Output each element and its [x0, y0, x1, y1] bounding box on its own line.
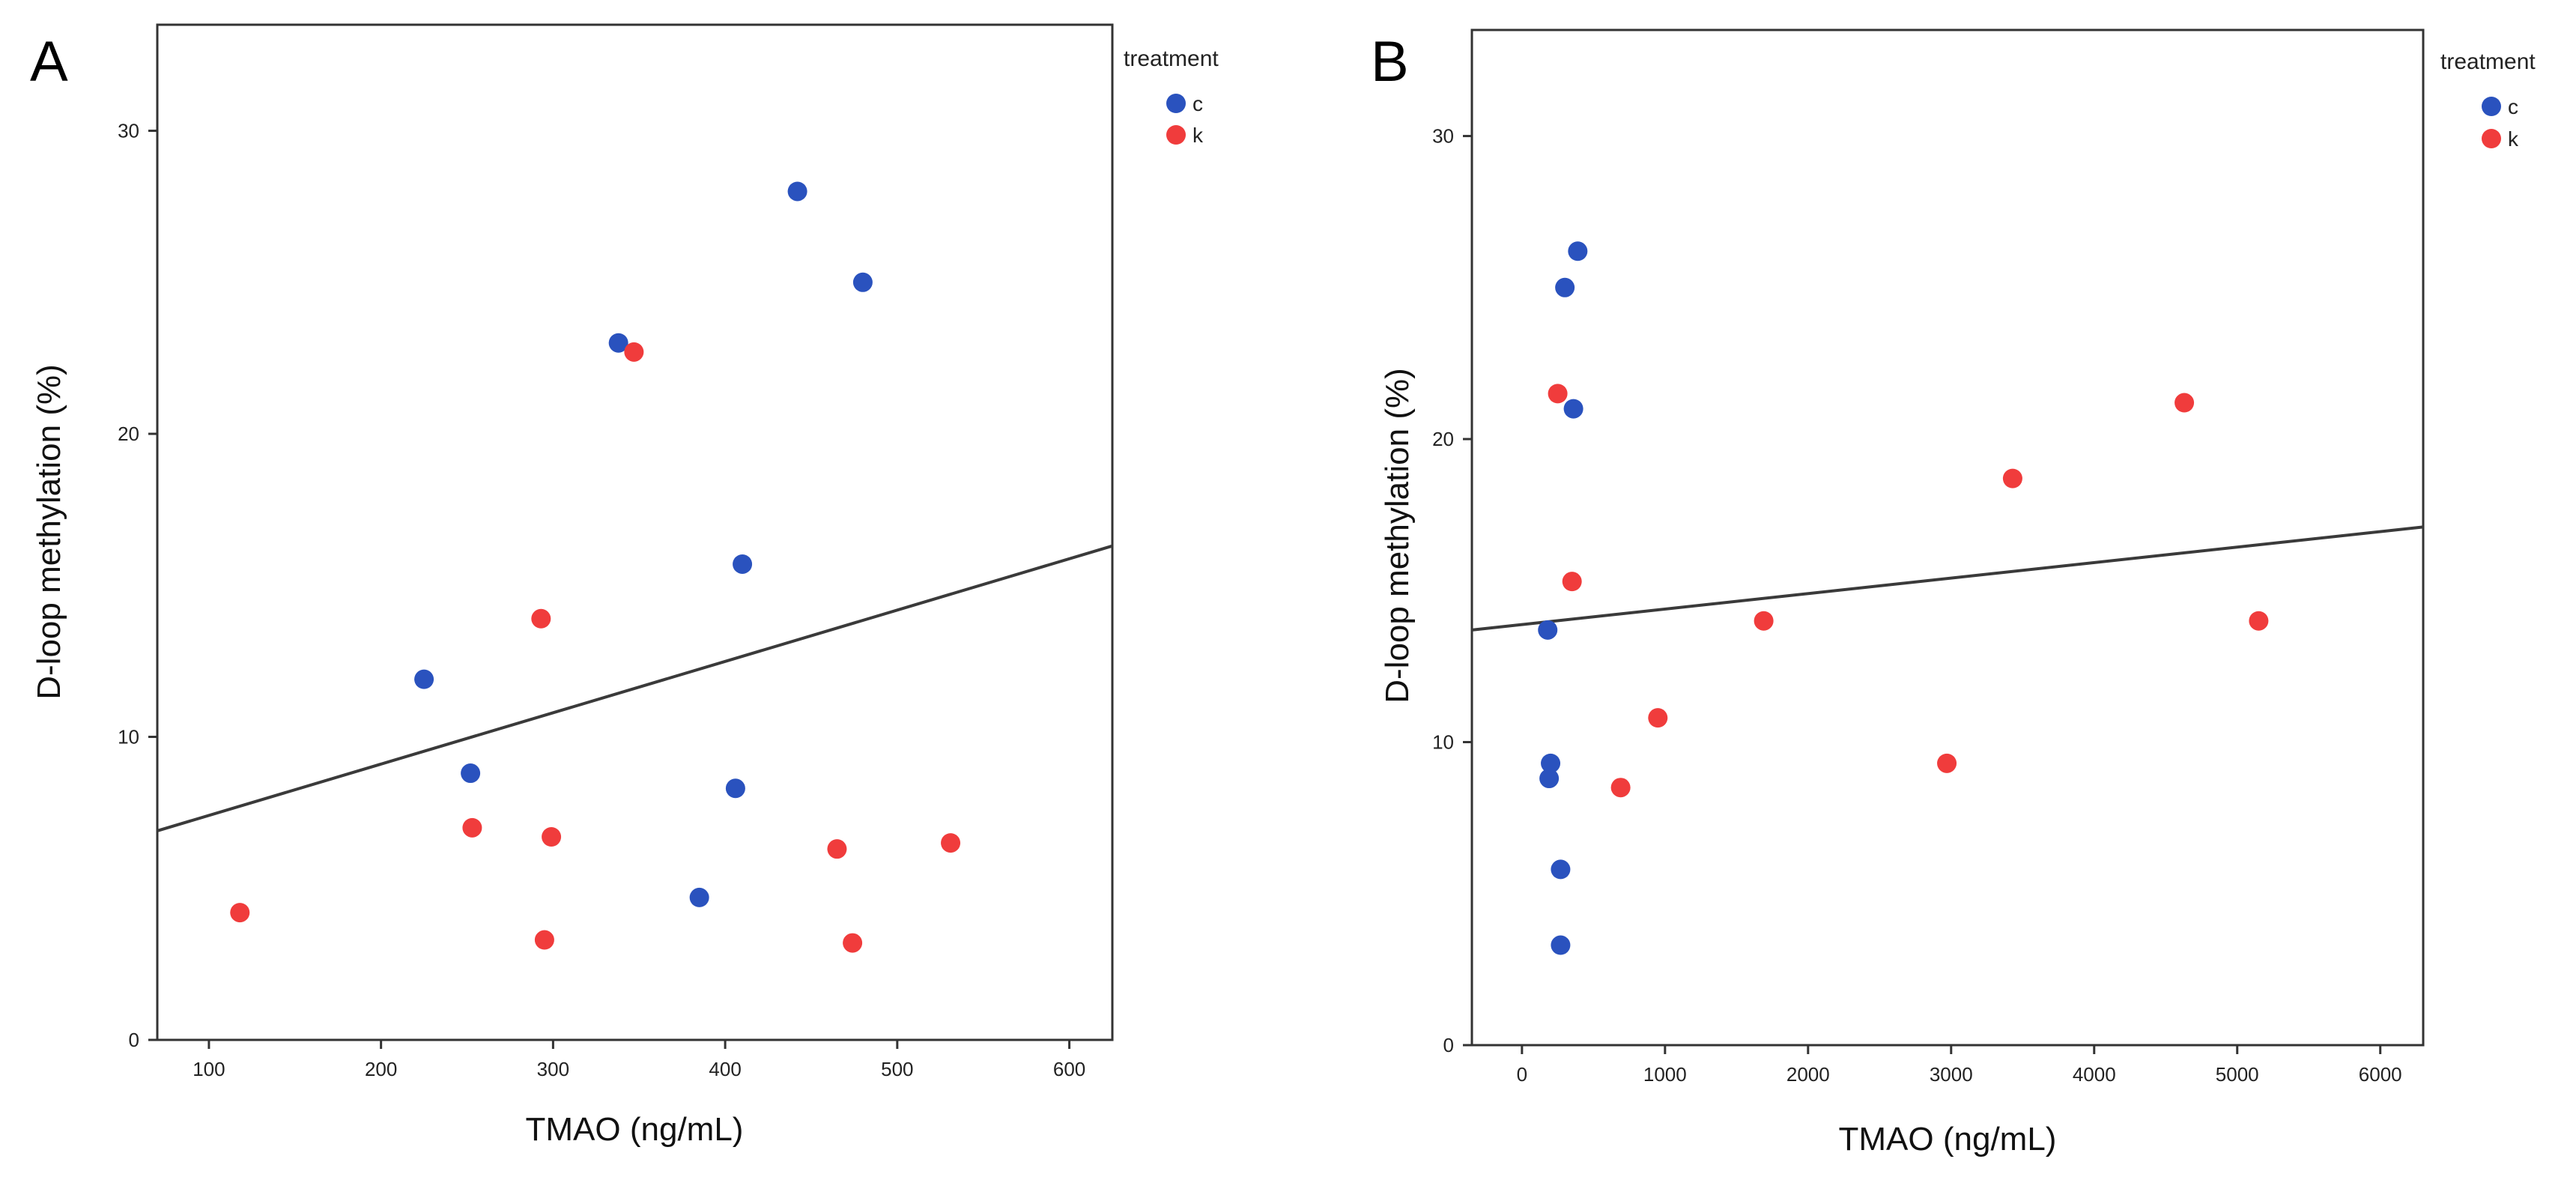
- data-point-c-b: [1568, 241, 1588, 261]
- y-tick-label-a: 30: [118, 120, 139, 142]
- x-tick-label-b: 1000: [1643, 1063, 1687, 1086]
- data-point-c-a: [733, 554, 753, 574]
- legend-title-a: treatment: [1124, 46, 1219, 71]
- axis-ticks-a: 100 200 300 400 500 600 0 10 20 30: [118, 120, 1085, 1080]
- x-axis-label-b: TMAO (ng/mL): [1839, 1121, 2057, 1158]
- data-point-k-a: [531, 608, 551, 629]
- data-points-a: [230, 181, 961, 953]
- x-tick-label-b: 0: [1517, 1063, 1527, 1086]
- data-point-c-a: [608, 333, 628, 353]
- data-point-c-b: [1541, 753, 1561, 773]
- data-point-k-b: [1754, 611, 1774, 631]
- legend-label-k-a: k: [1192, 124, 1204, 147]
- data-point-c-b: [1563, 399, 1584, 419]
- data-point-k-a: [534, 930, 554, 950]
- data-point-c-a: [461, 763, 481, 784]
- legend-a: treatment c k: [1124, 46, 1219, 147]
- data-point-k-a: [542, 827, 562, 847]
- data-point-k-b: [1648, 708, 1668, 728]
- y-tick-label-b: 0: [1443, 1034, 1454, 1056]
- y-tick-label-a: 0: [129, 1029, 139, 1051]
- x-tick-label-b: 4000: [2073, 1063, 2116, 1086]
- panel-a: A 100 200 300 400 500 600 0 10 20 30 TMAO (ng/mL)…: [30, 23, 1219, 1148]
- data-point-k-a: [230, 903, 250, 923]
- data-point-k-b: [1610, 778, 1631, 798]
- y-tick-label-b: 30: [1432, 125, 1454, 148]
- data-point-c-b: [1551, 859, 1571, 880]
- y-axis-label-b: D-loop methylation (%): [1379, 368, 1416, 704]
- panel-letter-a: A: [30, 30, 68, 94]
- y-tick-label-b: 20: [1432, 428, 1454, 450]
- y-tick-label-a: 20: [118, 423, 139, 445]
- x-tick-label-a: 300: [537, 1058, 569, 1080]
- data-point-k-b: [2249, 611, 2269, 631]
- legend-label-c-b: c: [2508, 95, 2518, 118]
- y-axis-label-a: D-loop methylation (%): [31, 364, 67, 700]
- data-point-k-b: [1562, 572, 1582, 592]
- legend-title-b: treatment: [2440, 49, 2536, 74]
- data-point-c-a: [787, 181, 807, 202]
- data-point-c-a: [725, 778, 745, 799]
- x-axis-label-a: TMAO (ng/mL): [526, 1111, 744, 1148]
- plot-frame-a: [156, 23, 1114, 1041]
- x-tick-label-a: 200: [365, 1058, 397, 1080]
- legend-swatch-k-a: [1166, 125, 1186, 145]
- data-point-k-a: [941, 833, 961, 853]
- data-point-k-a: [827, 839, 847, 859]
- data-point-k-a: [462, 817, 482, 838]
- axis-ticks-b: 0 1000 2000 3000 4000 5000 6000 0 10 20 30: [1432, 125, 2402, 1086]
- data-point-c-a: [852, 272, 873, 292]
- panel-letter-b: B: [1371, 30, 1409, 94]
- fit-line-a: [157, 544, 1113, 832]
- x-tick-label-a: 400: [709, 1058, 741, 1080]
- panel-b: B 0 1000 2000 3000 4000 5000 6000 0 10 20 30 TMAO …: [1371, 28, 2536, 1158]
- x-tick-label-a: 100: [193, 1058, 225, 1080]
- data-point-c-b: [1539, 769, 1560, 789]
- x-tick-label-b: 3000: [1930, 1063, 1973, 1086]
- legend-swatch-c-a: [1166, 94, 1186, 113]
- x-tick-label-a: 500: [881, 1058, 913, 1080]
- x-tick-label-b: 2000: [1786, 1063, 1830, 1086]
- data-points-b: [1538, 241, 2269, 955]
- x-tick-label-b: 6000: [2359, 1063, 2402, 1086]
- data-point-k-b: [2175, 393, 2195, 413]
- data-point-k-a: [624, 342, 644, 362]
- legend-swatch-c-b: [2482, 97, 2501, 116]
- plot-frame-b: [1470, 28, 2425, 1047]
- data-point-k-a: [843, 933, 863, 953]
- data-point-c-b: [1551, 935, 1571, 955]
- x-tick-label-a: 600: [1053, 1058, 1085, 1080]
- data-point-k-b: [2002, 468, 2022, 488]
- data-point-c-b: [1538, 620, 1558, 640]
- data-point-c-a: [689, 887, 709, 907]
- data-point-k-b: [1937, 753, 1957, 773]
- legend-swatch-k-b: [2482, 129, 2501, 148]
- y-tick-label-b: 10: [1432, 731, 1454, 754]
- legend-label-k-b: k: [2508, 127, 2519, 151]
- y-tick-label-a: 10: [118, 726, 139, 748]
- fit-line-b: [1471, 525, 2424, 632]
- data-point-c-b: [1555, 277, 1575, 297]
- x-tick-label-b: 5000: [2216, 1063, 2259, 1086]
- legend-label-c-a: c: [1192, 92, 1203, 115]
- data-point-c-a: [414, 669, 434, 689]
- legend-b: treatment c k: [2440, 49, 2536, 151]
- data-point-k-b: [1548, 384, 1568, 404]
